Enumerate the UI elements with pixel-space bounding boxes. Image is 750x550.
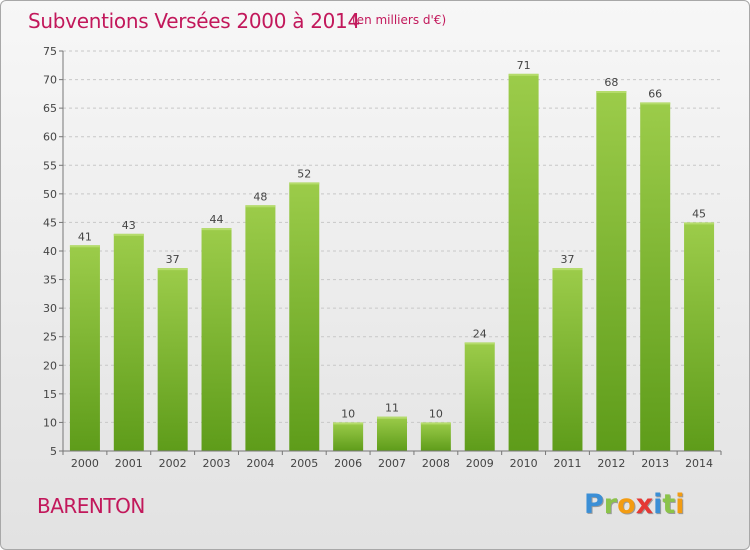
proxiti-logo: Proxiti [584,489,685,520]
bar [464,342,495,451]
y-tick-label: 20 [43,359,57,372]
bar [157,268,188,451]
x-tick-label: 2004 [246,457,274,470]
y-tick-label: 5 [50,445,57,458]
data-label: 66 [648,87,662,100]
data-label: 10 [341,407,355,420]
logo-letter: i [653,489,663,520]
bar-top-highlight [464,342,495,345]
data-label: 10 [429,407,443,420]
bar [289,182,320,451]
x-tick-label: 2008 [422,457,450,470]
y-tick-label: 35 [43,274,57,287]
commune-name: BARENTON [37,494,145,518]
y-tick-label: 70 [43,74,57,87]
bar [377,416,407,451]
bar-top-highlight [640,102,671,105]
x-tick-label: 2012 [597,457,625,470]
y-tick-label: 55 [43,159,57,172]
bar-top-highlight [289,182,320,185]
data-label: 68 [604,76,618,89]
chart-subtitle: (en milliers d'€) [352,13,447,27]
bar [684,222,715,451]
y-tick-label: 50 [43,188,57,201]
logo-letter: r [603,489,618,520]
data-label: 37 [166,253,180,266]
data-label: 41 [78,230,92,243]
bar [640,102,671,451]
x-tick-label: 2005 [290,457,318,470]
bar-top-highlight [333,422,364,425]
bar-top-highlight [596,91,627,93]
bar-top-highlight [245,205,276,208]
y-tick-label: 25 [43,331,57,344]
bar [113,233,144,451]
logo-letter: P [584,489,604,520]
logo-letter: o [617,489,636,520]
x-tick-label: 2009 [466,457,494,470]
logo-letter: t [662,489,676,520]
logo-letter: i [675,489,685,520]
y-tick-label: 10 [43,416,57,429]
bar-top-highlight [684,222,715,225]
bar-top-highlight [508,73,539,76]
bar [69,245,100,451]
x-tick-label: 2001 [115,457,143,470]
x-tick-label: 2006 [334,457,362,470]
bar-top-highlight [552,268,583,271]
y-tick-label: 65 [43,102,57,115]
data-label: 11 [385,402,399,415]
x-tick-label: 2003 [203,457,231,470]
x-tick-label: 2002 [159,457,187,470]
bar-top-highlight [377,416,407,419]
logo-letter: x [635,489,654,520]
y-tick-label: 15 [43,388,57,401]
y-tick-label: 75 [43,45,57,58]
data-label: 48 [253,190,267,203]
bar-top-highlight [420,422,451,425]
bar [552,268,583,451]
bar [508,73,539,451]
y-tick-label: 60 [43,131,57,144]
x-tick-label: 2010 [510,457,538,470]
data-label: 24 [473,327,487,340]
data-label: 37 [560,253,574,266]
x-tick-label: 2007 [378,457,406,470]
bar-top-highlight [113,233,144,236]
bar [420,422,451,451]
y-tick-label: 40 [43,245,57,258]
x-tick-label: 2011 [553,457,581,470]
y-tick-label: 30 [43,302,57,315]
x-tick-label: 2014 [685,457,713,470]
data-label: 43 [122,219,136,232]
bar-top-highlight [69,245,100,248]
data-label: 44 [210,213,224,226]
bar [201,228,232,451]
x-tick-label: 2013 [641,457,669,470]
bar-top-highlight [201,228,232,231]
bar [245,205,276,451]
bar-top-highlight [157,268,188,271]
bar [333,422,364,451]
data-label: 71 [517,59,531,72]
chart-title: Subventions Versées 2000 à 2014 [28,9,360,33]
bar [596,91,627,451]
x-tick-label: 2000 [71,457,99,470]
data-label: 52 [297,167,311,180]
y-tick-label: 45 [43,216,57,229]
data-label: 45 [692,207,706,220]
